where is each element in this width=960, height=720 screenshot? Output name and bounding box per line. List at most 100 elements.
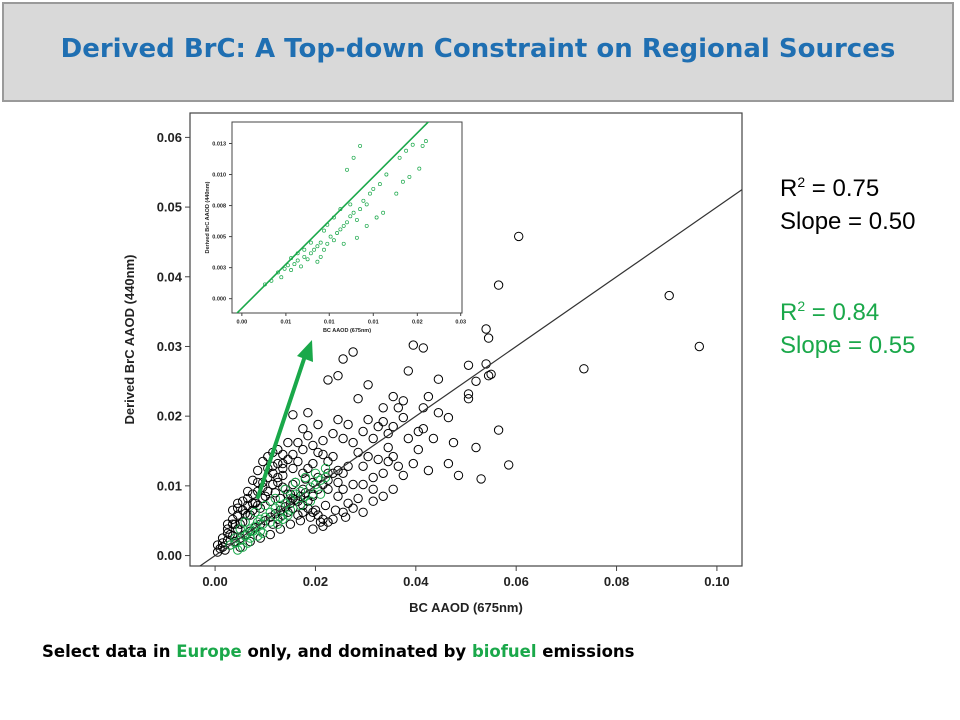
inset-series-0-point [325,241,330,246]
inset-series-0-point [417,166,422,171]
inset-series-0-point [354,235,359,240]
main-series-0-point [235,519,245,529]
main-series-0-point [248,475,258,485]
main-series-0-point [222,528,233,538]
main-series-0-point [413,426,423,437]
main-series-0-point [253,500,263,511]
main-series-0-point [248,498,258,508]
inset-series-0-point [338,227,343,232]
main-series-0-point [263,486,273,497]
main-series-0-point [338,484,348,494]
main-series-1-point [283,510,293,520]
main-marks [198,189,742,566]
main-series-0-point [313,419,323,430]
inset-series-0-point [292,262,297,267]
main-series-0-point [413,444,423,455]
main-y-tick-label: 0.00 [157,548,182,563]
main-series-1-point [320,463,331,474]
main-series-0-point [303,463,313,474]
slope-europe: Slope = 0.55 [780,332,916,359]
main-series-0-point [285,519,296,529]
main-series-0-point [373,454,383,465]
main-series-0-point [378,417,388,427]
main-series-0-point [288,410,298,420]
inset-series-0-point [374,215,379,220]
inset-x-tick-label: 0.01 [324,320,335,326]
main-series-0-point [268,479,278,490]
inset-series-0-point [354,217,359,222]
inset-series-0-point [285,263,290,268]
main-series-0-point [418,343,428,353]
slide-title: Derived BrC: A Top-down Constraint on Re… [60,34,896,64]
main-series-0-point [233,503,243,513]
inset-y-tick-label: 0.013 [212,141,226,147]
main-series-0-point [579,364,589,374]
main-series-0-point [348,479,358,490]
main-series-0-point [298,507,308,517]
main-series-0-point [448,437,459,448]
inset-series-0-point [282,266,287,271]
main-series-0-point [298,444,308,455]
main-series-0-point [273,477,283,488]
main-series-1-point [240,517,250,527]
inset-series-0-point [318,254,323,259]
inset-series-0-point [371,186,376,191]
inset-x-tick-label: 0.01 [368,320,379,326]
main-series-0-point [260,491,270,501]
main-series-1-point [300,472,311,483]
main-series-0-point [481,324,491,334]
main-series-0-point [338,354,348,364]
main-series-0-point [233,524,243,534]
main-series-0-point [275,524,285,534]
main-series-0-point [348,437,358,448]
inset-series-0-point [377,182,382,187]
main-series-0-point [298,424,308,434]
inset-series-0-point [331,238,336,243]
main-x-tick-label: 0.08 [604,574,629,589]
main-y-tick-label: 0.05 [157,200,182,215]
main-series-0-point [348,347,358,357]
inset-y-tick-label: 0.010 [212,172,226,178]
main-series-0-point [303,431,313,441]
inset-series-0-point [308,251,313,256]
main-series-0-point [220,545,230,555]
main-series-0-point [318,514,328,524]
main-series-0-point [278,449,288,460]
main-series-0-point [343,419,353,430]
inset-series-0-point [305,257,310,262]
main-x-tick-label: 0.06 [504,574,529,589]
main-series-0-point [288,449,298,460]
main-series-0-point [270,488,280,498]
main-series-0-point [217,533,228,543]
main-series-0-point [228,519,238,529]
inset-series-0-point [341,223,346,228]
inset-series-0-point [368,191,372,196]
inset-y-tick-label: 0.005 [212,235,226,241]
main-series-0-point [323,484,333,494]
main-series-0-point [268,519,278,529]
slope-all: Slope = 0.50 [780,208,916,235]
inset-x-tick-label: 0.01 [281,320,292,326]
inset-series-0-point [345,220,349,225]
main-series-0-point [378,403,388,413]
main-series-0-point [293,456,303,467]
main-x-axis-label: BC AAOD (675nm) [409,600,523,615]
inset-series-0-point [404,148,409,153]
inset-plot: 0.00 0.01 0.01 0.01 0.02 0.03 0.000 0.003 0.005 0… [205,121,466,334]
main-series-0-point [212,540,223,550]
main-series-0-point [228,505,238,515]
main-series-1-point [250,507,260,517]
inset-plot-frame [231,121,463,314]
main-series-0-point [486,369,496,379]
main-y-tick-label: 0.02 [157,409,182,424]
main-series-1-point [273,519,283,529]
main-series-0-point [280,502,290,512]
inset-x-tick-label: 0.02 [412,320,423,326]
inset-series-0-point [348,214,353,219]
main-series-0-point [258,456,268,467]
main-series-0-point [328,468,338,478]
main-series-0-point [443,458,454,469]
main-series-0-point [353,493,363,504]
main-series-0-point [238,517,248,527]
main-series-0-point [443,412,454,423]
